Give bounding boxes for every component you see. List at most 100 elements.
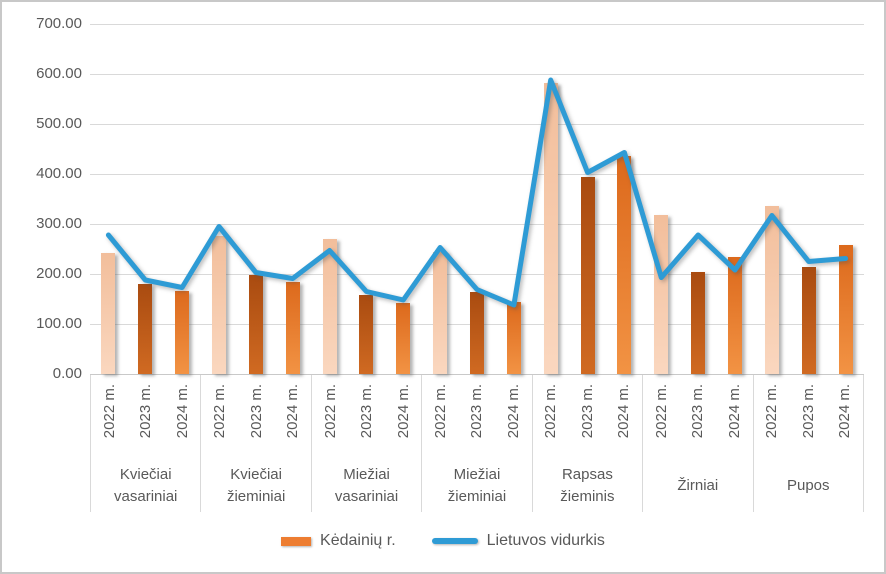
category-label: Rapsas žieminis	[560, 465, 615, 505]
year-label: 2024 m.	[504, 384, 522, 439]
bar	[322, 238, 337, 374]
y-tick-label: 100.00	[36, 315, 82, 332]
year-label-slot: 2024 m.	[716, 375, 752, 459]
year-label-slot: 2022 m.	[201, 375, 237, 459]
year-label: 2023 m.	[247, 384, 265, 439]
category-label: Pupos	[786, 476, 830, 494]
year-label: 2023 m.	[578, 384, 596, 439]
year-label-slot: 2024 m.	[606, 375, 642, 459]
year-label-slot: 2022 m.	[643, 375, 679, 459]
plot-area	[90, 24, 864, 374]
gridline	[90, 74, 864, 75]
year-label-slot: 2024 m.	[164, 375, 200, 459]
gridline	[90, 174, 864, 175]
y-tick-label: 0.00	[52, 365, 82, 382]
year-label-slot: 2022 m.	[533, 375, 569, 459]
year-label: 2024 m.	[836, 384, 854, 439]
year-label: 2024 m.	[725, 384, 743, 439]
y-tick-label: 400.00	[36, 165, 82, 182]
y-tick-label: 700.00	[36, 15, 82, 32]
year-label-slot: 2024 m.	[274, 375, 310, 459]
year-label-slot: 2024 m.	[826, 375, 862, 459]
year-label: 2022 m.	[100, 384, 118, 439]
category-group-cell: 2022 m. 2023 m. 2024 m. Pupos	[752, 375, 864, 512]
category-label: Miežiai žieminiai	[447, 465, 507, 505]
year-label: 2023 m.	[137, 384, 155, 439]
year-label-slot: 2023 m.	[569, 375, 605, 459]
bar	[506, 301, 521, 374]
bar	[359, 295, 374, 374]
year-label-slot: 2022 m.	[91, 375, 127, 459]
bar	[543, 82, 558, 374]
legend-item-bars: Kėdainių r.	[281, 532, 396, 550]
year-label: 2024 m.	[394, 384, 412, 439]
bar	[138, 283, 153, 374]
bar	[212, 236, 226, 374]
year-label-slot: 2022 m.	[312, 375, 348, 459]
year-label: 2023 m.	[358, 384, 376, 439]
year-labels-row: 2022 m. 2023 m. 2024 m.	[201, 375, 310, 459]
y-tick-label: 200.00	[36, 265, 82, 282]
category-group-cell: 2022 m. 2023 m. 2024 m. Rapsas žieminis	[531, 375, 642, 512]
year-label: 2024 m.	[284, 384, 302, 439]
year-labels-row: 2022 m. 2023 m. 2024 m.	[312, 375, 421, 459]
bar	[801, 266, 816, 374]
bar	[433, 251, 448, 374]
bar	[617, 156, 632, 374]
bar	[728, 256, 742, 374]
category-group-cell: 2022 m. 2023 m. 2024 m. Miežiai vasariniai	[310, 375, 421, 512]
bar	[175, 290, 190, 374]
year-label-slot: 2023 m.	[459, 375, 495, 459]
year-label-slot: 2023 m.	[790, 375, 826, 459]
year-label: 2022 m.	[321, 384, 339, 439]
bar	[838, 245, 853, 374]
category-label: Kviečiai žieminiai	[226, 465, 286, 505]
gridline	[90, 224, 864, 225]
year-label-slot: 2023 m.	[238, 375, 274, 459]
category-label: Kviečiai vasariniai	[114, 465, 178, 505]
category-group-cell: 2022 m. 2023 m. 2024 m. Kviečiai vasariniai	[90, 375, 200, 512]
bar	[654, 214, 669, 374]
year-label-slot: 2023 m.	[127, 375, 163, 459]
y-tick-label: 600.00	[36, 65, 82, 82]
year-label: 2024 m.	[173, 384, 191, 439]
year-label-slot: 2023 m.	[680, 375, 716, 459]
bar	[248, 275, 263, 374]
year-label: 2022 m.	[542, 384, 560, 439]
bar	[470, 291, 484, 374]
year-labels-row: 2022 m. 2023 m. 2024 m.	[643, 375, 752, 459]
line-series-swatch-icon	[431, 538, 478, 544]
year-label-slot: 2024 m.	[495, 375, 531, 459]
category-group-cell: 2022 m. 2023 m. 2024 m. Kviečiai žieminiai	[200, 375, 310, 512]
y-tick-label: 500.00	[36, 115, 82, 132]
line-series	[105, 77, 849, 308]
year-labels-row: 2022 m. 2023 m. 2024 m.	[422, 375, 531, 459]
bar	[396, 302, 411, 374]
bar	[691, 271, 706, 374]
category-group-cell: 2022 m. 2023 m. 2024 m. Miežiai žieminiai	[421, 375, 531, 512]
year-label-slot: 2022 m.	[422, 375, 458, 459]
legend: Kėdainių r. Lietuvos vidurkis	[2, 532, 884, 550]
year-labels-row: 2022 m. 2023 m. 2024 m.	[533, 375, 642, 459]
year-label-slot: 2022 m.	[754, 375, 790, 459]
bar	[285, 281, 300, 374]
legend-line-label: Lietuvos vidurkis	[486, 532, 605, 549]
legend-item-line: Lietuvos vidurkis	[431, 532, 605, 550]
x-axis: 2022 m. 2023 m. 2024 m. Kviečiai vasariniai…	[90, 374, 864, 512]
legend-bar-label: Kėdainių r.	[320, 532, 396, 549]
gridline	[90, 274, 864, 275]
year-label-slot: 2024 m.	[385, 375, 421, 459]
year-label: 2022 m.	[211, 384, 229, 439]
y-tick-label: 300.00	[36, 215, 82, 232]
year-label: 2023 m.	[468, 384, 486, 439]
year-labels-row: 2022 m. 2023 m. 2024 m.	[754, 375, 863, 459]
bar-series-swatch-icon	[281, 536, 312, 546]
year-label: 2022 m.	[432, 384, 449, 439]
year-label: 2024 m.	[615, 384, 633, 439]
gridline	[90, 24, 864, 25]
year-label: 2022 m.	[652, 384, 670, 439]
year-label: 2023 m.	[799, 384, 817, 439]
category-label: Miežiai vasariniai	[334, 465, 399, 505]
year-label-slot: 2023 m.	[348, 375, 384, 459]
